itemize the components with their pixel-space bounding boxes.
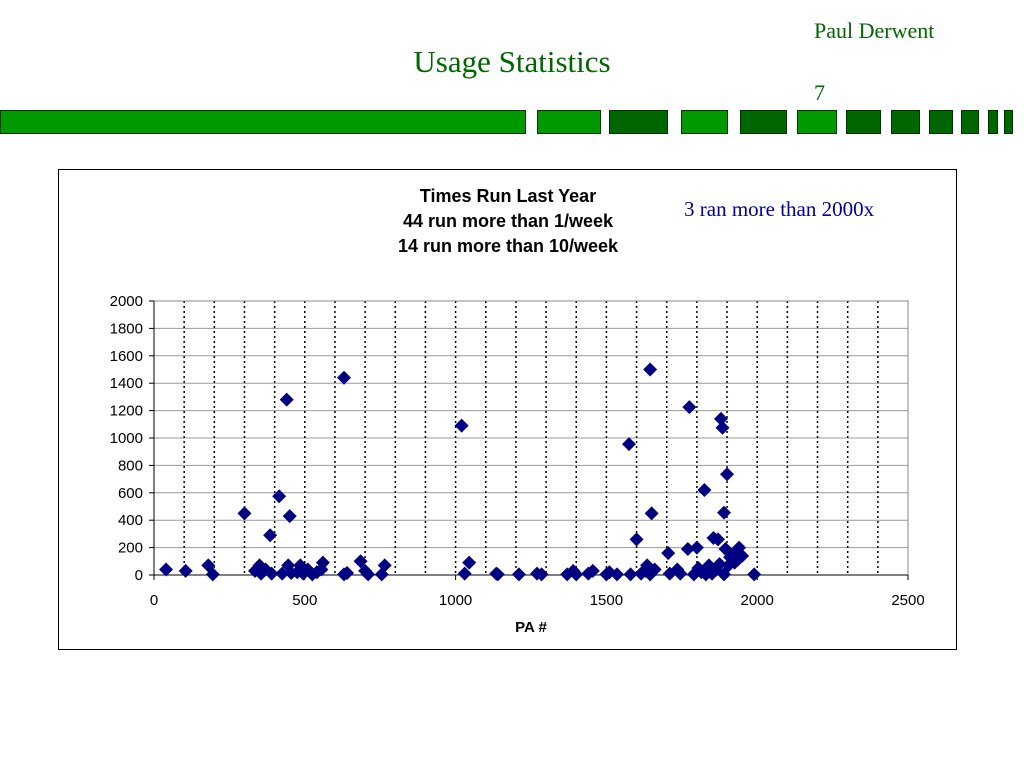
page-number: 7 [814,80,825,105]
decorative-bar [537,110,601,134]
decorative-bar [1004,110,1013,134]
author-name: Paul Derwent [814,18,935,43]
chart-frame [58,169,957,650]
decorative-bar [846,110,881,134]
decorative-bar [609,110,668,134]
decorative-bar [740,110,787,134]
decorative-bar [797,110,837,134]
decorative-bar [0,110,526,134]
decorative-bar [891,110,920,134]
slide-title: Usage Statistics [413,44,611,79]
decorative-bar [681,110,728,134]
chart-annotation: 3 ran more than 2000x [684,197,875,221]
decorative-bar [929,110,953,134]
decorative-bar [988,110,998,134]
decorative-bar [961,110,979,134]
